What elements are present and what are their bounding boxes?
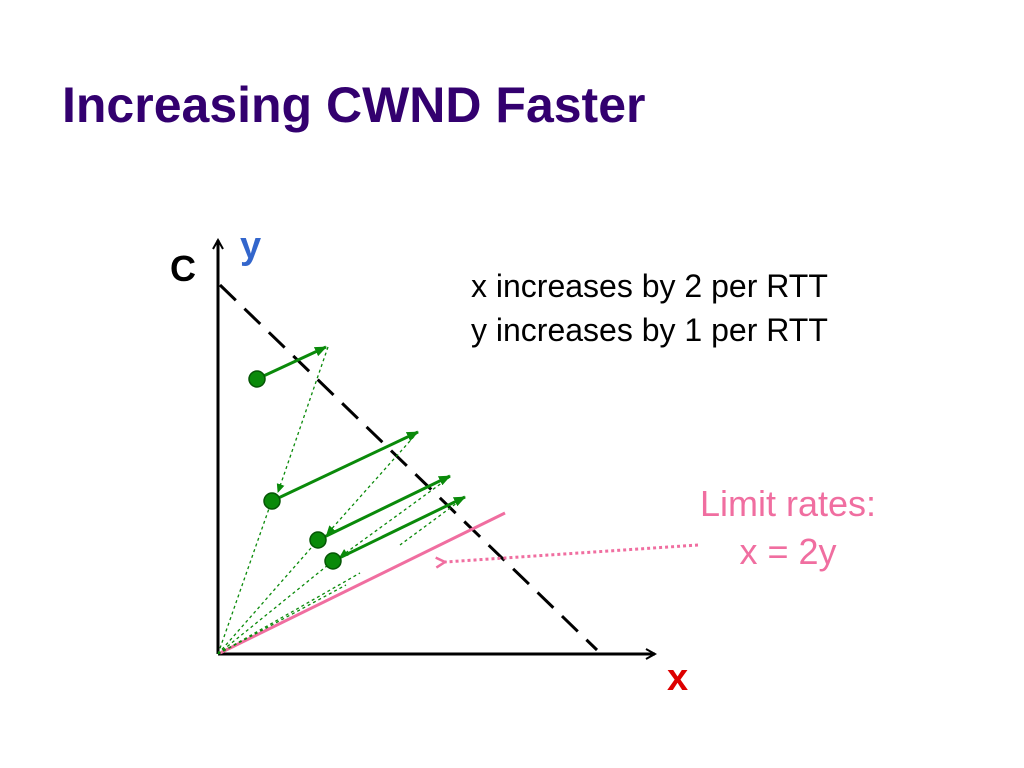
increase-arrow: [256, 345, 327, 381]
increase-arrow: [332, 495, 466, 563]
rate-point: [309, 531, 327, 549]
rate-point: [324, 552, 342, 570]
page-title: Increasing CWND Faster: [62, 77, 646, 133]
rate-point: [263, 492, 281, 510]
rate-point: [248, 370, 266, 388]
limit-rates-formula: x = 2y: [739, 531, 836, 572]
note-line-1: x increases by 2 per RTT: [471, 268, 828, 304]
x-axis-label: x: [667, 657, 688, 699]
capacity-line: [218, 283, 599, 652]
md-line: [217, 572, 361, 655]
capacity-label: C: [170, 248, 196, 289]
increase-arrow: [317, 474, 451, 542]
decrease-arrow: [339, 476, 451, 558]
note-line-2: y increases by 1 per RTT: [471, 312, 828, 348]
increase-arrow: [271, 430, 419, 503]
limit-pointer-arrow: [445, 543, 699, 562]
decrease-arrow: [276, 346, 329, 493]
md-line: [217, 560, 334, 655]
decrease-arrow: [326, 431, 419, 535]
md-line: [217, 539, 319, 655]
y-axis-label: y: [240, 225, 261, 267]
limit-rates-label: Limit rates:: [700, 483, 876, 524]
limit-rate-line: [219, 511, 506, 655]
